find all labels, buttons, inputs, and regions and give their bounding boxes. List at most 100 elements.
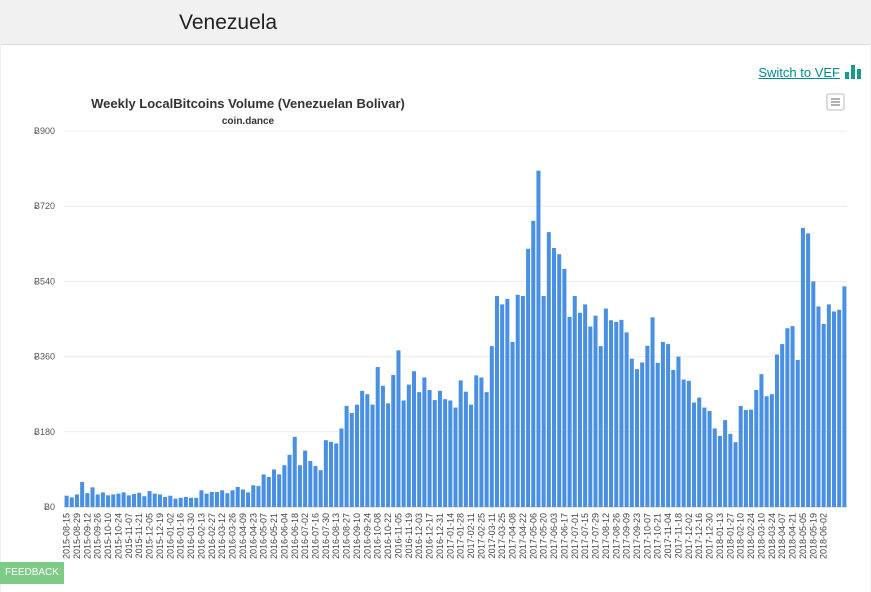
bar [469, 404, 474, 507]
y-tick-label: Ƀ900 [34, 126, 55, 136]
x-tick-label: 2017-04-22 [518, 513, 528, 559]
bar [619, 319, 624, 507]
bar [220, 490, 225, 507]
x-tick-label: 2017-11-18 [673, 513, 683, 558]
x-tick-label: 2016-10-22 [383, 513, 393, 559]
bar [64, 495, 69, 507]
x-tick-label: 2015-08-29 [72, 513, 82, 559]
bar [552, 247, 557, 508]
bars [64, 170, 847, 508]
x-tick-label: 2016-08-27 [342, 513, 352, 559]
x-tick-label: 2015-10-24 [113, 513, 123, 559]
x-tick-label: 2017-03-11 [487, 513, 497, 558]
bar [655, 362, 660, 507]
bar [463, 391, 468, 507]
y-tick-label: Ƀ180 [34, 427, 55, 437]
switch-currency-link[interactable]: Switch to VEF [758, 65, 840, 80]
x-tick-label: 2016-08-13 [331, 513, 341, 559]
x-tick-label: 2016-06-04 [279, 513, 289, 559]
bar [723, 420, 728, 507]
bar [80, 481, 85, 507]
bar [837, 309, 842, 507]
bar [360, 390, 365, 507]
bar [650, 317, 655, 507]
bar [448, 400, 453, 507]
bar [795, 359, 800, 507]
x-tick-label: 2017-07-29 [591, 513, 601, 559]
bar [821, 324, 826, 507]
x-tick-label: 2016-12-17 [425, 513, 435, 559]
x-tick-label: 2018-01-13 [715, 513, 725, 559]
bar [282, 465, 287, 507]
x-tick-label: 2018-01-27 [725, 513, 735, 559]
x-tick-label: 2018-02-24 [746, 513, 756, 559]
bar [183, 496, 188, 507]
x-tick-label: 2018-04-21 [788, 513, 798, 559]
x-tick-label: 2018-04-07 [777, 513, 787, 559]
chart-panel: Switch to VEF Weekly LocalBitcoins Volum… [1, 44, 870, 592]
bar [609, 320, 614, 507]
bar [380, 385, 385, 507]
chart-title: Weekly LocalBitcoins Volume (Venezuelan … [91, 96, 405, 111]
bar [261, 474, 266, 507]
bar [349, 413, 354, 507]
x-tick-label: 2017-10-07 [642, 513, 652, 559]
x-tick-label: 2016-12-03 [414, 513, 424, 559]
x-axis-ticks: 2015-08-15 2015-08-29 2015-09-12 2015-09-26… [62, 513, 829, 559]
bar [313, 466, 318, 507]
bar [453, 407, 458, 507]
bar [297, 465, 302, 507]
x-tick-label: 2015-11-21 [134, 513, 144, 558]
bar [666, 344, 671, 507]
x-tick-label: 2017-12-16 [694, 513, 704, 559]
bar [391, 374, 396, 507]
bar [536, 170, 541, 507]
bar-chart-icon[interactable] [845, 65, 861, 79]
bar [95, 494, 100, 507]
bar [386, 403, 391, 507]
bar [738, 405, 743, 507]
feedback-button[interactable]: FEEDBACK [0, 562, 64, 584]
x-tick-label: 2015-08-15 [62, 513, 72, 559]
bar [251, 485, 256, 507]
bar [318, 470, 323, 507]
x-tick-label: 2017-08-26 [611, 513, 621, 559]
bar [157, 494, 162, 507]
bar [111, 494, 116, 507]
x-tick-label: 2017-01-28 [456, 513, 466, 559]
bar [411, 371, 417, 507]
bar [235, 486, 240, 507]
bar [671, 369, 676, 507]
x-tick-label: 2015-09-26 [93, 513, 103, 559]
bar [116, 493, 121, 507]
x-tick-label: 2015-10-10 [103, 513, 113, 559]
x-tick-label: 2017-01-14 [445, 513, 455, 559]
bar [85, 493, 90, 507]
bar [697, 397, 702, 507]
bar [816, 306, 821, 507]
chart-menu-button[interactable] [826, 93, 845, 111]
bar [443, 399, 448, 507]
bar [147, 491, 152, 507]
bar [577, 312, 582, 507]
chart-svg: Weekly LocalBitcoins Volume (Venezuelan … [34, 93, 847, 559]
bar [505, 298, 510, 507]
bar [422, 377, 427, 507]
bar [256, 486, 261, 507]
bar [225, 493, 230, 507]
bar [406, 384, 411, 507]
y-tick-label: Ƀ720 [34, 201, 55, 211]
bar [126, 495, 131, 507]
x-tick-label: 2015-12-05 [145, 513, 155, 559]
bar [583, 304, 588, 507]
bar [826, 304, 831, 507]
bar [785, 328, 790, 507]
bar [401, 400, 406, 507]
bar [603, 308, 608, 507]
bar [458, 380, 463, 507]
bar [375, 367, 380, 507]
x-tick-label: 2016-03-26 [228, 513, 238, 559]
x-tick-label: 2018-03-10 [756, 513, 766, 559]
bar [614, 321, 619, 507]
x-tick-label: 2017-06-17 [559, 513, 569, 559]
